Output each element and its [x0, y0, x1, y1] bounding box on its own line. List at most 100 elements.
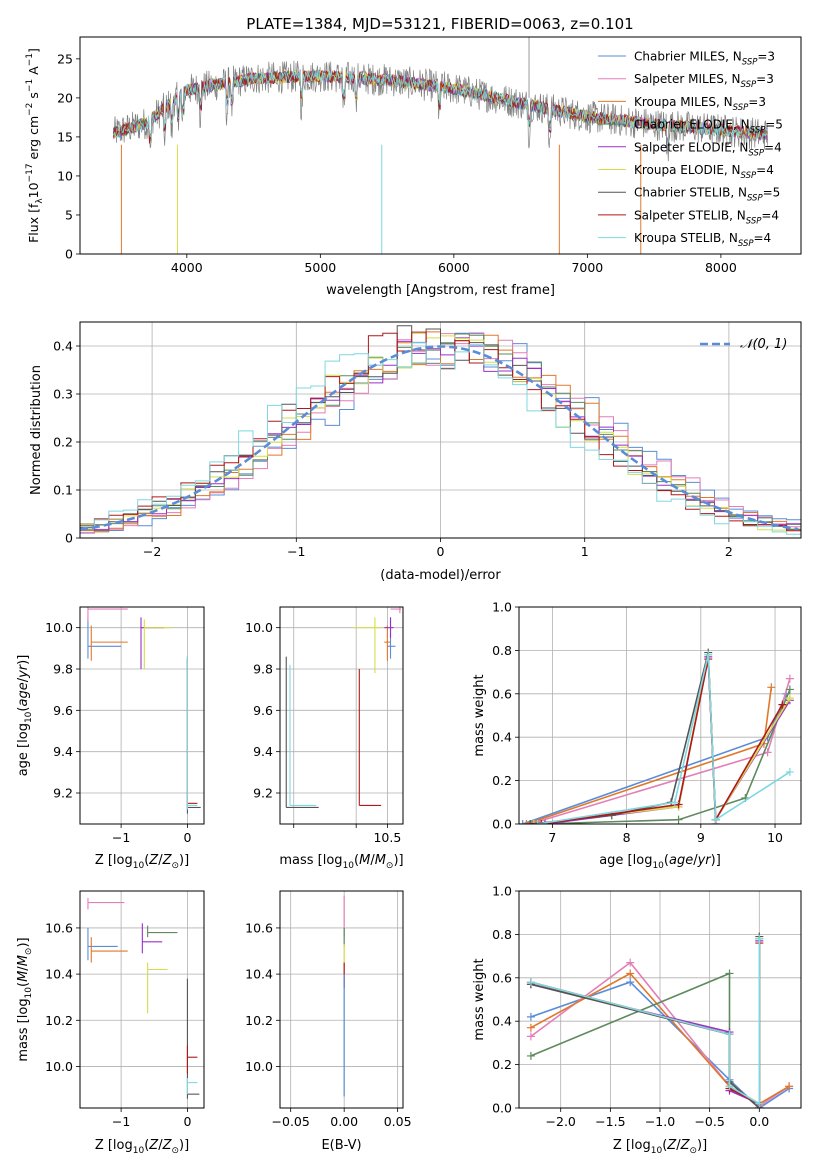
- legend-entry: Kroupa STELIB, NSSP=4: [634, 231, 771, 249]
- x-tick-label: 0.05: [384, 1114, 412, 1129]
- legend-entry: Kroupa ELODIE, NSSP=4: [634, 163, 774, 181]
- y-tick-label: 0.6: [492, 970, 512, 985]
- weight-marker: [626, 978, 635, 987]
- x-tick-label: 8: [623, 830, 631, 845]
- weight-marker: [626, 958, 635, 967]
- axes-frame: [279, 606, 404, 825]
- y-tick-label: 5: [65, 207, 73, 222]
- weight-marker: [540, 820, 549, 824]
- y-tick-label: 0.2: [492, 773, 512, 788]
- y-tick-label: 0.1: [53, 483, 73, 498]
- x-tick-label: −1: [112, 1114, 130, 1129]
- weight-marker: [785, 694, 794, 703]
- plot-area: [87, 607, 201, 814]
- chart-weight_vs_age: 7 8 9 10 0.0 0.2 0.4 0.6 0.8 1.0 mass weight age [l…: [472, 600, 802, 871]
- y-tick-label: 10.0: [45, 1059, 73, 1074]
- x-tick-label: 8000: [705, 260, 737, 275]
- y-tick-label: 1.0: [492, 600, 512, 615]
- y-axis-label: age [log10(age/yr)]: [16, 655, 34, 777]
- x-tick-label: 4000: [171, 260, 203, 275]
- plot-area: [526, 932, 794, 1108]
- x-tick-label: 0: [437, 544, 445, 559]
- y-tick-label: 0.6: [492, 686, 512, 701]
- weight-line-3: [537, 689, 791, 824]
- weight-marker: [725, 969, 734, 978]
- y-tick-label: 0.2: [53, 435, 73, 450]
- weight-marker: [526, 978, 535, 987]
- weight-marker: [785, 767, 794, 776]
- x-tick-label: 7000: [571, 260, 603, 275]
- chart-age_vs_Z: −1 0 9.2 9.4 9.6 9.8 10.0 Z [log10(Z/Z⊙)] age [l…: [16, 606, 205, 871]
- weight-marker: [526, 1023, 535, 1032]
- y-axis-label: mass [log10(M/M⊙)]: [16, 937, 34, 1061]
- weight-marker: [785, 685, 794, 694]
- weight-marker: [526, 1032, 535, 1041]
- legend-entry: Chabrier MILES, NSSP=3: [634, 50, 775, 68]
- plot-area: [285, 607, 402, 809]
- axes-frame: [79, 606, 205, 825]
- legend: Chabrier MILES, NSSP=3 Salpeter MILES, NS…: [598, 50, 783, 249]
- x-axis-label: E(B-V): [321, 1138, 361, 1153]
- x-tick-label: 0.0: [749, 1114, 769, 1129]
- legend-entry: Salpeter ELODIE, NSSP=4: [634, 140, 782, 158]
- x-tick-label: −1.0: [645, 1114, 675, 1129]
- y-tick-label: 9.2: [253, 786, 273, 801]
- chart-mass_vs_ebv: −0.05 0.00 0.05 10.0 10.2 10.4 10.6 E(B-V): [245, 890, 412, 1153]
- y-tick-label: 10.4: [45, 967, 73, 982]
- x-tick-label: −1.5: [595, 1114, 625, 1129]
- y-tick-label: 0.8: [492, 927, 512, 942]
- y-tick-label: 25: [57, 51, 73, 66]
- y-tick-label: 10.6: [45, 920, 73, 935]
- x-tick-label: −2: [143, 544, 161, 559]
- y-tick-label: 0.0: [492, 817, 512, 832]
- weight-marker: [529, 820, 538, 824]
- x-axis-label: age [log10(age/yr)]: [599, 853, 721, 871]
- legend-entry: 𝒩(0, 1): [740, 337, 787, 352]
- y-axis-label: Normed distribution: [29, 365, 44, 495]
- axes-frame: [79, 890, 205, 1109]
- figure-title: PLATE=1384, MJD=53121, FIBERID=0063, z=0…: [246, 15, 633, 33]
- weight-marker: [670, 798, 679, 807]
- weight-line-5: [533, 654, 791, 824]
- x-tick-label: −2.0: [546, 1114, 576, 1129]
- legend-entry: Salpeter STELIB, NSSP=4: [634, 208, 779, 226]
- chart-residuals: −2 −1 0 1 2 0 0.1 0.2 0.3 0.4 𝒩(0, 1) (data-model)/…: [29, 321, 802, 583]
- plot-area: [519, 648, 794, 824]
- y-tick-label: 9.6: [253, 703, 273, 718]
- y-tick-label: 10.6: [245, 920, 273, 935]
- weight-marker: [785, 1082, 794, 1091]
- weight-marker: [755, 1099, 764, 1108]
- y-tick-label: 0.4: [492, 730, 512, 745]
- x-tick-label: −1: [112, 830, 130, 845]
- y-tick-label: 9.8: [53, 662, 73, 677]
- x-tick-label: 2: [725, 544, 733, 559]
- weight-line-8: [537, 654, 791, 824]
- weight-marker: [704, 650, 713, 659]
- weight-marker: [526, 820, 535, 824]
- y-tick-label: 10.0: [245, 1059, 273, 1074]
- plot-area: [113, 37, 768, 254]
- x-tick-label: 0: [183, 1114, 191, 1129]
- weight-marker: [711, 815, 720, 824]
- x-tick-label: 10.5: [373, 830, 401, 845]
- x-tick-label: 0: [183, 830, 191, 845]
- y-tick-label: 0.8: [492, 643, 512, 658]
- y-axis-label: Flux [fλ10−17 erg cm−2 s−1 A−1]: [25, 48, 45, 243]
- y-tick-label: 10.0: [245, 620, 273, 635]
- weight-marker: [626, 969, 635, 978]
- x-tick-label: 9: [697, 830, 705, 845]
- y-tick-label: 0.3: [53, 387, 73, 402]
- plot-area: [80, 325, 801, 535]
- chart-mass_vs_Z: −1 0 10.0 10.2 10.4 10.6 Z [log10(Z/Z⊙)] mass […: [16, 890, 205, 1156]
- weight-marker: [763, 748, 772, 757]
- x-tick-label: 5000: [304, 260, 336, 275]
- weight-marker: [537, 820, 546, 824]
- y-tick-label: 10.2: [45, 1013, 73, 1028]
- weight-line-3: [530, 938, 761, 1108]
- weight-line-1: [529, 678, 791, 824]
- x-tick-label: −0.5: [694, 1114, 724, 1129]
- histogram-6: [80, 325, 801, 530]
- y-axis-label: mass weight: [472, 958, 487, 1040]
- y-tick-label: 9.6: [53, 703, 73, 718]
